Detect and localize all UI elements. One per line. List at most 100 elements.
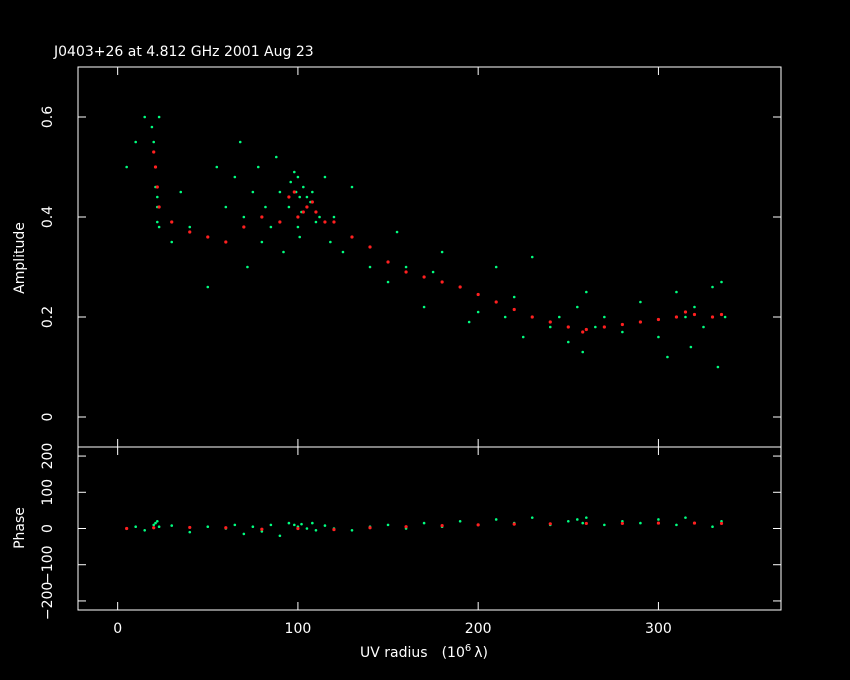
amplitude-model-point — [188, 230, 192, 234]
phase-data-point — [269, 523, 273, 527]
phase-data-point — [293, 523, 296, 527]
phase-model-point — [188, 525, 192, 530]
amplitude-data-point — [684, 315, 687, 319]
amplitude-model-point — [287, 195, 291, 199]
phase-data-point — [581, 521, 585, 525]
amplitude-data-point — [566, 340, 570, 344]
amplitude-data-point — [314, 220, 318, 224]
amplitude-data-point — [395, 230, 399, 234]
phase-model-point — [476, 523, 480, 527]
phase-data-point — [260, 530, 264, 533]
phase-data-point — [494, 518, 498, 521]
amplitude-data-point — [224, 205, 228, 209]
phase-data-point — [675, 523, 678, 527]
amplitude-data-point — [157, 225, 161, 229]
amplitude-model-point — [152, 150, 156, 154]
phase-data-point — [300, 522, 303, 526]
phase-data-point — [206, 525, 210, 528]
amplitude-model-point — [305, 205, 309, 209]
amplitude-data-point — [179, 190, 183, 194]
amplitude-model-point — [278, 220, 282, 224]
x-axis-label-exponent: 6 — [465, 643, 471, 654]
phase-model-point — [368, 526, 372, 530]
amplitude-data-point — [157, 115, 161, 119]
phase-data-point — [154, 521, 157, 525]
amplitude-model-point — [155, 185, 159, 189]
phase-data-point — [603, 523, 606, 527]
phase-data-point — [621, 519, 624, 523]
phase-ticks: 0 100 200 300 −200−100 0 100 200 — [40, 443, 781, 637]
amplitude-data-point — [156, 220, 159, 224]
amplitude-model-point — [719, 312, 724, 317]
amplitude-model-point — [530, 315, 534, 319]
amplitude-model-point — [332, 220, 336, 224]
amplitude-data-point — [639, 300, 642, 304]
amplitude-data-point — [298, 235, 302, 239]
amplitude-data-point — [264, 205, 267, 209]
amplitude-model-point — [206, 235, 210, 239]
phase-y-tick-label: 100 — [40, 479, 56, 506]
phase-data-point — [157, 525, 161, 528]
amplitude-y-tick-label: 0.2 — [40, 306, 56, 328]
chart-title: J0403+26 at 4.812 GHz 2001 Aug 23 — [53, 44, 314, 60]
amplitude-data-point — [521, 335, 525, 339]
phase-data-point — [156, 519, 159, 523]
amplitude-model-series — [152, 150, 724, 334]
phase-data-point — [458, 519, 462, 523]
amplitude-data-point — [503, 315, 507, 319]
amplitude-data-point — [256, 165, 260, 169]
amplitude-data-point — [548, 325, 552, 329]
phase-model-point — [332, 527, 336, 532]
phase-model-point — [152, 526, 156, 530]
amplitude-data-point — [242, 215, 246, 219]
amplitude-data-point — [467, 320, 471, 324]
amplitude-model-point — [292, 190, 296, 194]
phase-data-point — [134, 525, 137, 528]
amplitude-data-point — [152, 140, 156, 144]
amplitude-data-point — [621, 330, 624, 334]
amplitude-data-point — [251, 190, 255, 194]
x-axis-label-main: UV radius — [360, 645, 428, 661]
amplitude-model-point — [350, 235, 354, 239]
amplitude-model-point — [674, 315, 679, 319]
amplitude-data-point — [298, 195, 302, 199]
amplitude-model-point — [314, 210, 318, 214]
amplitude-model-point — [260, 215, 264, 219]
amplitude-data-point — [302, 185, 305, 189]
x-axis-label-unit: (10 — [442, 645, 465, 661]
phase-frame — [77, 446, 782, 611]
amplitude-data-point — [693, 305, 696, 309]
amplitude-data-point — [293, 170, 296, 174]
phase-data-point — [720, 519, 723, 523]
amplitude-model-point — [512, 307, 516, 312]
amplitude-model-point — [638, 320, 643, 324]
amplitude-model-point — [323, 220, 327, 224]
phase-data-point — [657, 518, 660, 521]
amplitude-data-point — [431, 270, 435, 274]
amplitude-data-point — [323, 175, 327, 179]
amplitude-data-point — [206, 285, 210, 289]
amplitude-data-point — [368, 265, 372, 269]
phase-data-point — [314, 529, 318, 532]
phase-data-point — [251, 525, 255, 528]
phase-data-point — [530, 516, 534, 519]
amplitude-data-point — [318, 215, 321, 219]
amplitude-model-point — [548, 320, 552, 324]
amplitude-panel: 0 0.2 0.4 0.6 Amplitude — [12, 66, 782, 448]
amplitude-data-point — [143, 115, 146, 119]
phase-data-point — [639, 521, 642, 525]
amplitude-data-point — [675, 290, 678, 294]
phase-data-point — [305, 527, 309, 530]
amplitude-model-point — [494, 300, 498, 304]
amplitude-model-point — [440, 280, 444, 284]
amplitude-data-point — [350, 185, 354, 189]
amplitude-model-point — [620, 322, 624, 327]
amplitude-data-point — [260, 240, 264, 244]
phase-model-point — [656, 521, 661, 525]
amplitude-y-tick-label: 0 — [40, 413, 56, 422]
x-tick-label: 0 — [113, 621, 122, 637]
phase-data-point — [170, 524, 174, 527]
amplitude-model-point — [368, 245, 372, 249]
amplitude-data-point — [274, 155, 278, 159]
